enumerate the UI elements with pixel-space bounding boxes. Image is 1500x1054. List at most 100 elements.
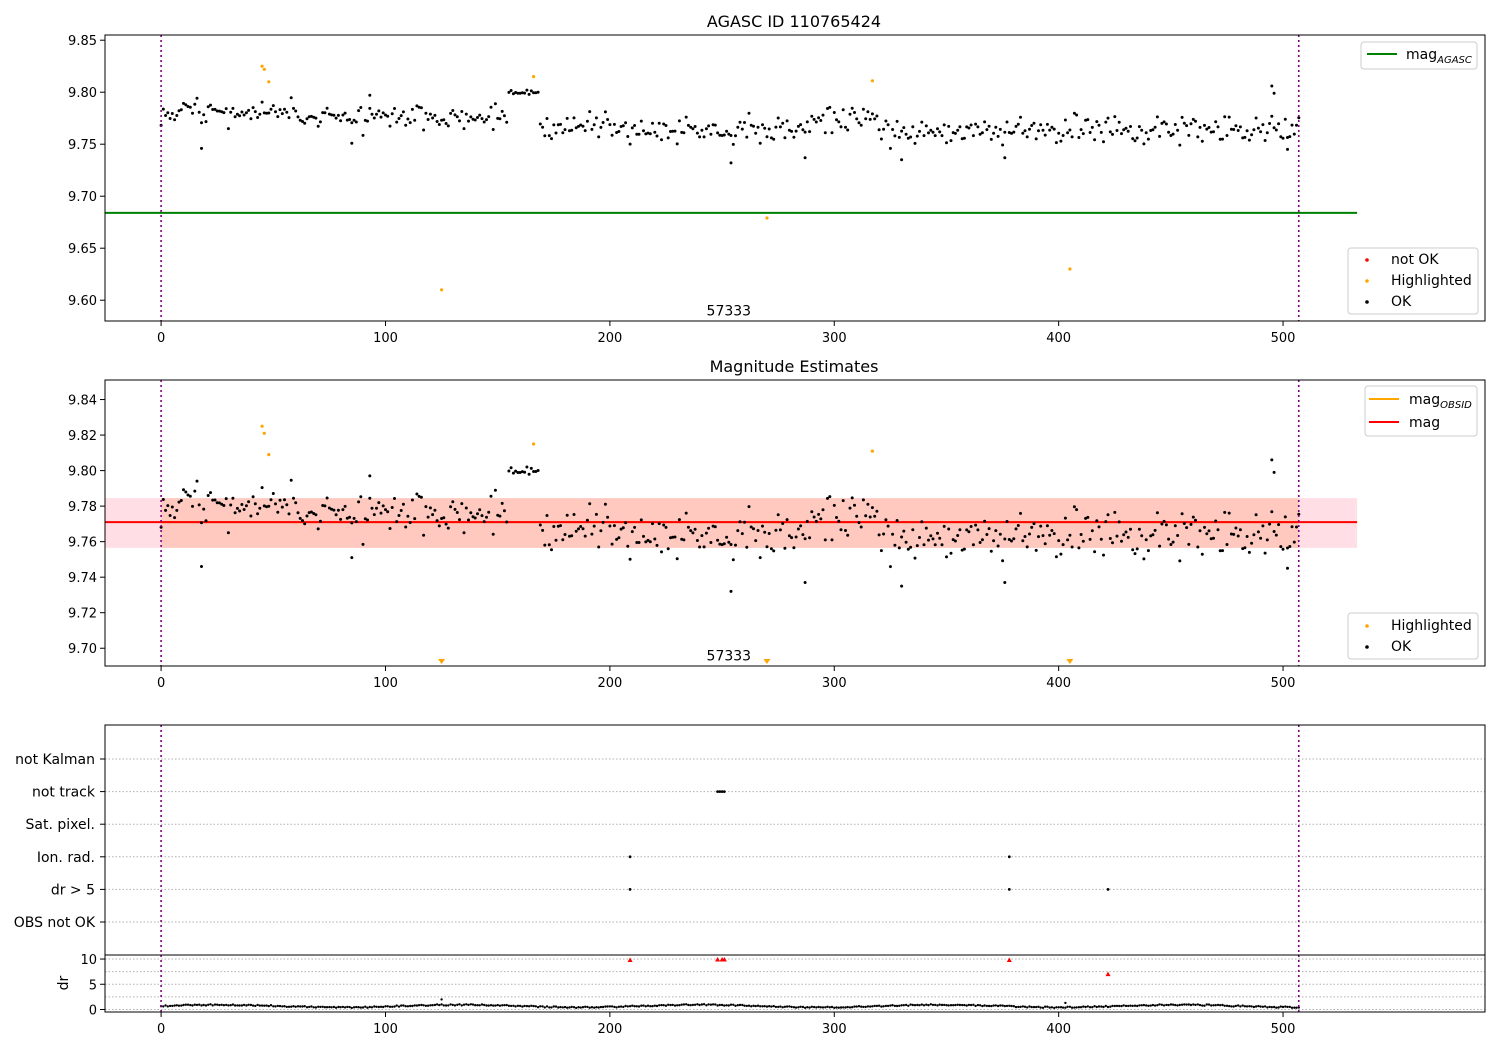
ok-point (1131, 137, 1135, 141)
panel1-frame (104, 34, 1486, 322)
dr-point (1223, 1004, 1226, 1007)
dr-point (855, 1005, 858, 1008)
ok-point (354, 120, 358, 124)
ok-point (1207, 529, 1211, 533)
dr-point (400, 1004, 403, 1007)
ok-point (729, 589, 733, 593)
ok-point (444, 122, 448, 125)
ok-point (325, 496, 329, 500)
ok-point (888, 146, 892, 150)
dr-point (1194, 1003, 1197, 1007)
dr-point (723, 1004, 726, 1007)
ok-point (292, 106, 295, 110)
ok-point (897, 546, 901, 550)
ok-point (426, 515, 430, 519)
ok-point (691, 127, 695, 131)
dr-point (391, 1005, 394, 1008)
dr-point (1216, 1003, 1220, 1007)
dr-point (1066, 1005, 1069, 1008)
ok-point (1102, 140, 1105, 144)
ok-point (536, 469, 540, 472)
dr-point (254, 1004, 257, 1008)
ok-point (213, 107, 217, 111)
legend-mag-label: mag (1409, 415, 1440, 431)
flag-point (1007, 855, 1011, 859)
dr-point (1228, 1004, 1231, 1008)
ok-point (1016, 122, 1020, 126)
ok-point (534, 91, 538, 95)
ok-point (1108, 537, 1112, 540)
ok-point (769, 547, 773, 551)
ok-point (1054, 141, 1058, 145)
dr-point (1147, 1004, 1150, 1007)
dr-point (1259, 1005, 1262, 1008)
ok-point (980, 538, 984, 542)
ok-point (552, 525, 556, 528)
dr-point (233, 1004, 237, 1007)
dr-point (824, 1006, 827, 1009)
ok-point (1187, 133, 1191, 137)
dr-point (1183, 1003, 1186, 1006)
ok-point (352, 516, 356, 520)
dr-point (444, 1004, 448, 1007)
dr-point (929, 1003, 932, 1006)
dr-point (669, 1003, 672, 1007)
ok-point (1250, 541, 1254, 545)
ok-point (242, 113, 246, 117)
ok-point (660, 138, 663, 142)
ok-point (1059, 139, 1063, 143)
ok-point (1200, 552, 1204, 556)
legend2-ok-swatch (1365, 645, 1369, 649)
dr-point (1127, 1004, 1130, 1008)
ok-point (1234, 526, 1238, 530)
dr-point (361, 1006, 365, 1009)
ok-point (1129, 527, 1132, 531)
ok-point (902, 126, 906, 130)
ok-point (590, 127, 594, 131)
ok-point (893, 134, 897, 138)
ok-point (1286, 566, 1289, 570)
ok-point (599, 125, 603, 129)
ok-point (624, 521, 628, 525)
dr-point (1212, 1004, 1215, 1007)
dr-point (875, 1004, 879, 1008)
ok-point (648, 132, 652, 136)
ok-point (1189, 522, 1193, 526)
ok-point (673, 535, 677, 539)
x-tick-label: 500 (1271, 676, 1296, 691)
ok-point (1111, 541, 1114, 545)
ok-point (893, 543, 897, 547)
ok-point (442, 118, 446, 122)
highlighted-point (532, 75, 536, 79)
ok-point (1234, 124, 1238, 128)
dr-point (1106, 1005, 1110, 1009)
ok-point (1131, 548, 1135, 552)
ok-point (372, 513, 376, 517)
ok-point (655, 134, 659, 138)
ok-point (318, 120, 322, 124)
ok-point (927, 131, 930, 135)
ok-point (393, 107, 396, 110)
ok-point (1243, 135, 1247, 139)
dr-point (575, 1006, 578, 1010)
ok-point (803, 581, 807, 584)
ok-point (498, 514, 502, 518)
ok-point (1041, 534, 1045, 538)
dr-point (1288, 1005, 1292, 1009)
dr-point (987, 1004, 991, 1008)
ok-point (197, 110, 201, 114)
ok-point (1176, 534, 1180, 537)
ok-point (689, 125, 693, 129)
dr-point (1102, 1005, 1105, 1009)
ok-point (502, 114, 506, 118)
ok-point (704, 531, 708, 535)
dr-point (1019, 1005, 1022, 1009)
dr-point (245, 1004, 248, 1007)
ok-point (621, 124, 625, 128)
flag-row-label: not Kalman (15, 752, 95, 768)
ok-point (592, 524, 596, 528)
ok-point (868, 117, 872, 121)
dr-point (790, 1005, 793, 1009)
ok-point (588, 110, 592, 114)
